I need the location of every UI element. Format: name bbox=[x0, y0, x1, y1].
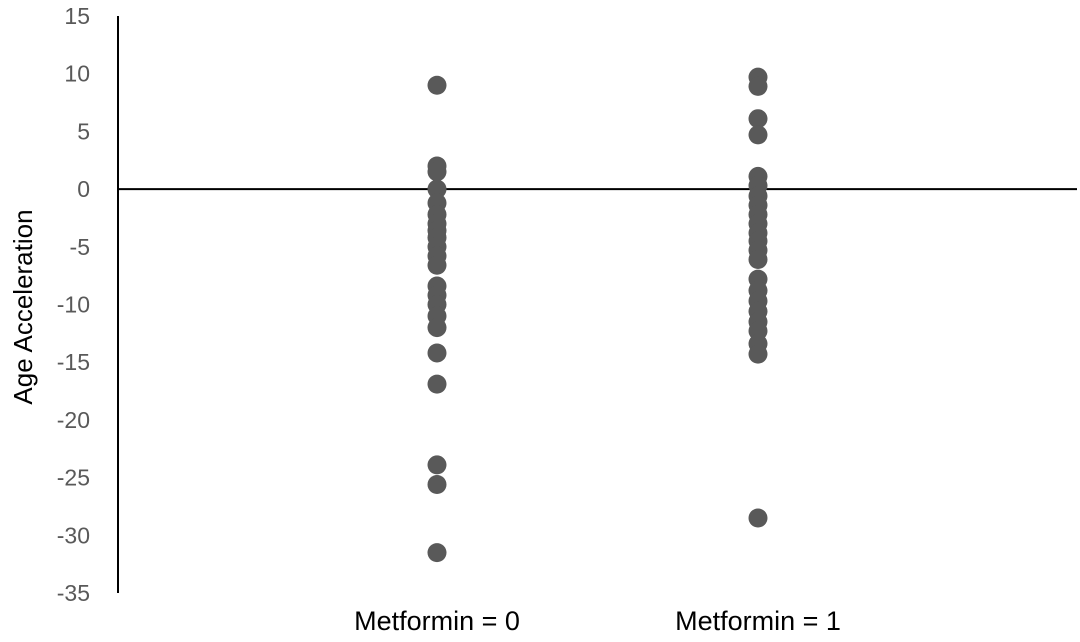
data-point bbox=[427, 455, 447, 475]
y-tick-label: -25 bbox=[57, 465, 90, 491]
data-point bbox=[427, 543, 447, 563]
data-point bbox=[748, 508, 768, 528]
y-tick-label: -5 bbox=[70, 234, 90, 260]
category-labels: Metformin = 0 Metformin = 1 bbox=[354, 606, 841, 636]
data-point bbox=[427, 318, 447, 338]
y-tick-label: -35 bbox=[57, 580, 90, 606]
data-point bbox=[427, 475, 447, 495]
data-point bbox=[427, 374, 447, 394]
y-axis-title: Age Acceleration bbox=[8, 209, 38, 404]
data-point bbox=[748, 109, 768, 129]
data-point bbox=[748, 249, 768, 269]
data-point bbox=[427, 162, 447, 182]
y-tick-label: 10 bbox=[64, 61, 90, 87]
y-tick-label: 5 bbox=[77, 118, 90, 144]
category-label: Metformin = 1 bbox=[675, 606, 841, 636]
y-tick-label: -20 bbox=[57, 407, 90, 433]
y-tick-label: 0 bbox=[77, 176, 90, 202]
y-tick-label: 15 bbox=[64, 3, 90, 29]
data-point bbox=[427, 343, 447, 363]
data-point bbox=[748, 344, 768, 364]
y-tick-label: -10 bbox=[57, 292, 90, 318]
data-point bbox=[427, 255, 447, 275]
y-tick-label: -30 bbox=[57, 522, 90, 548]
data-points bbox=[427, 67, 768, 563]
data-point bbox=[427, 75, 447, 95]
data-point bbox=[748, 76, 768, 96]
category-label: Metformin = 0 bbox=[354, 606, 520, 636]
y-tick-label: -15 bbox=[57, 349, 90, 375]
data-point bbox=[427, 179, 447, 199]
data-point bbox=[748, 125, 768, 145]
y-tick-labels: 15 10 5 0 -5 -10 -15 -20 -25 -30 -35 bbox=[57, 3, 90, 606]
